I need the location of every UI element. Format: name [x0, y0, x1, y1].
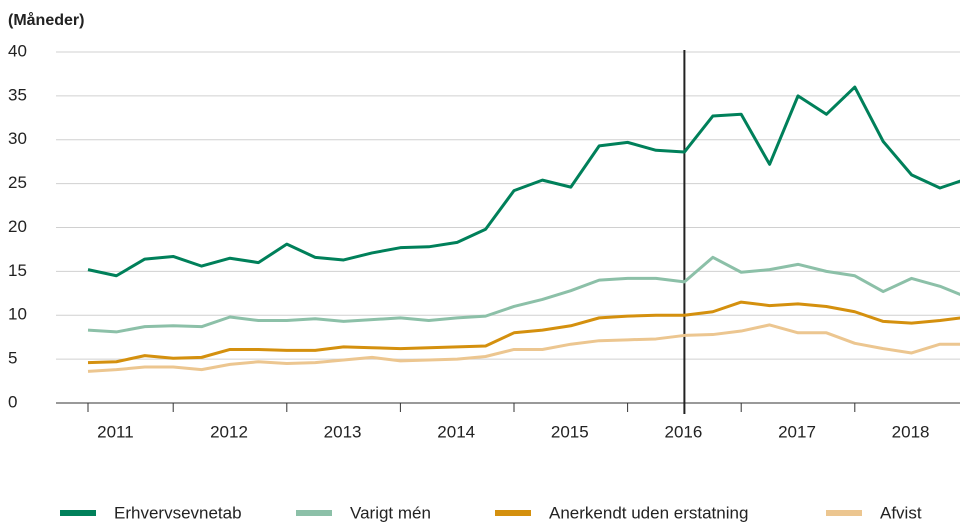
legend-label: Anerkendt uden erstatning [549, 503, 748, 522]
legend-swatch [60, 510, 96, 516]
line-series [87, 323, 960, 373]
y-tick-label: 20 [8, 217, 27, 236]
x-tick-label: 2018 [892, 422, 930, 441]
legend-label: Afvist [880, 503, 922, 522]
line-series [87, 300, 960, 365]
x-tick-label: 2016 [664, 422, 702, 441]
x-tick-label: 2015 [551, 422, 589, 441]
y-tick-label: 40 [8, 41, 27, 60]
y-axis-title: (Måneder) [8, 11, 84, 29]
x-tick-label: 2014 [437, 422, 475, 441]
x-tick-label: 2012 [210, 422, 248, 441]
legend-swatch [826, 510, 862, 516]
y-tick-label: 30 [8, 129, 27, 148]
legend-label: Varigt mén [350, 503, 431, 522]
line-series [87, 85, 960, 278]
y-tick-label: 10 [8, 305, 27, 324]
x-tick-label: 2013 [324, 422, 362, 441]
legend-label: Erhvervsevnetab [114, 503, 242, 522]
y-tick-label: 5 [8, 349, 17, 368]
line-series [87, 255, 960, 334]
x-tick-label: 2011 [97, 422, 134, 441]
y-tick-label: 0 [8, 392, 17, 411]
y-tick-label: 25 [8, 173, 27, 192]
legend-swatch [495, 510, 531, 516]
legend-swatch [296, 510, 332, 516]
y-tick-label: 35 [8, 85, 27, 104]
x-tick-label: 2017 [778, 422, 816, 441]
y-tick-label: 15 [8, 261, 27, 280]
